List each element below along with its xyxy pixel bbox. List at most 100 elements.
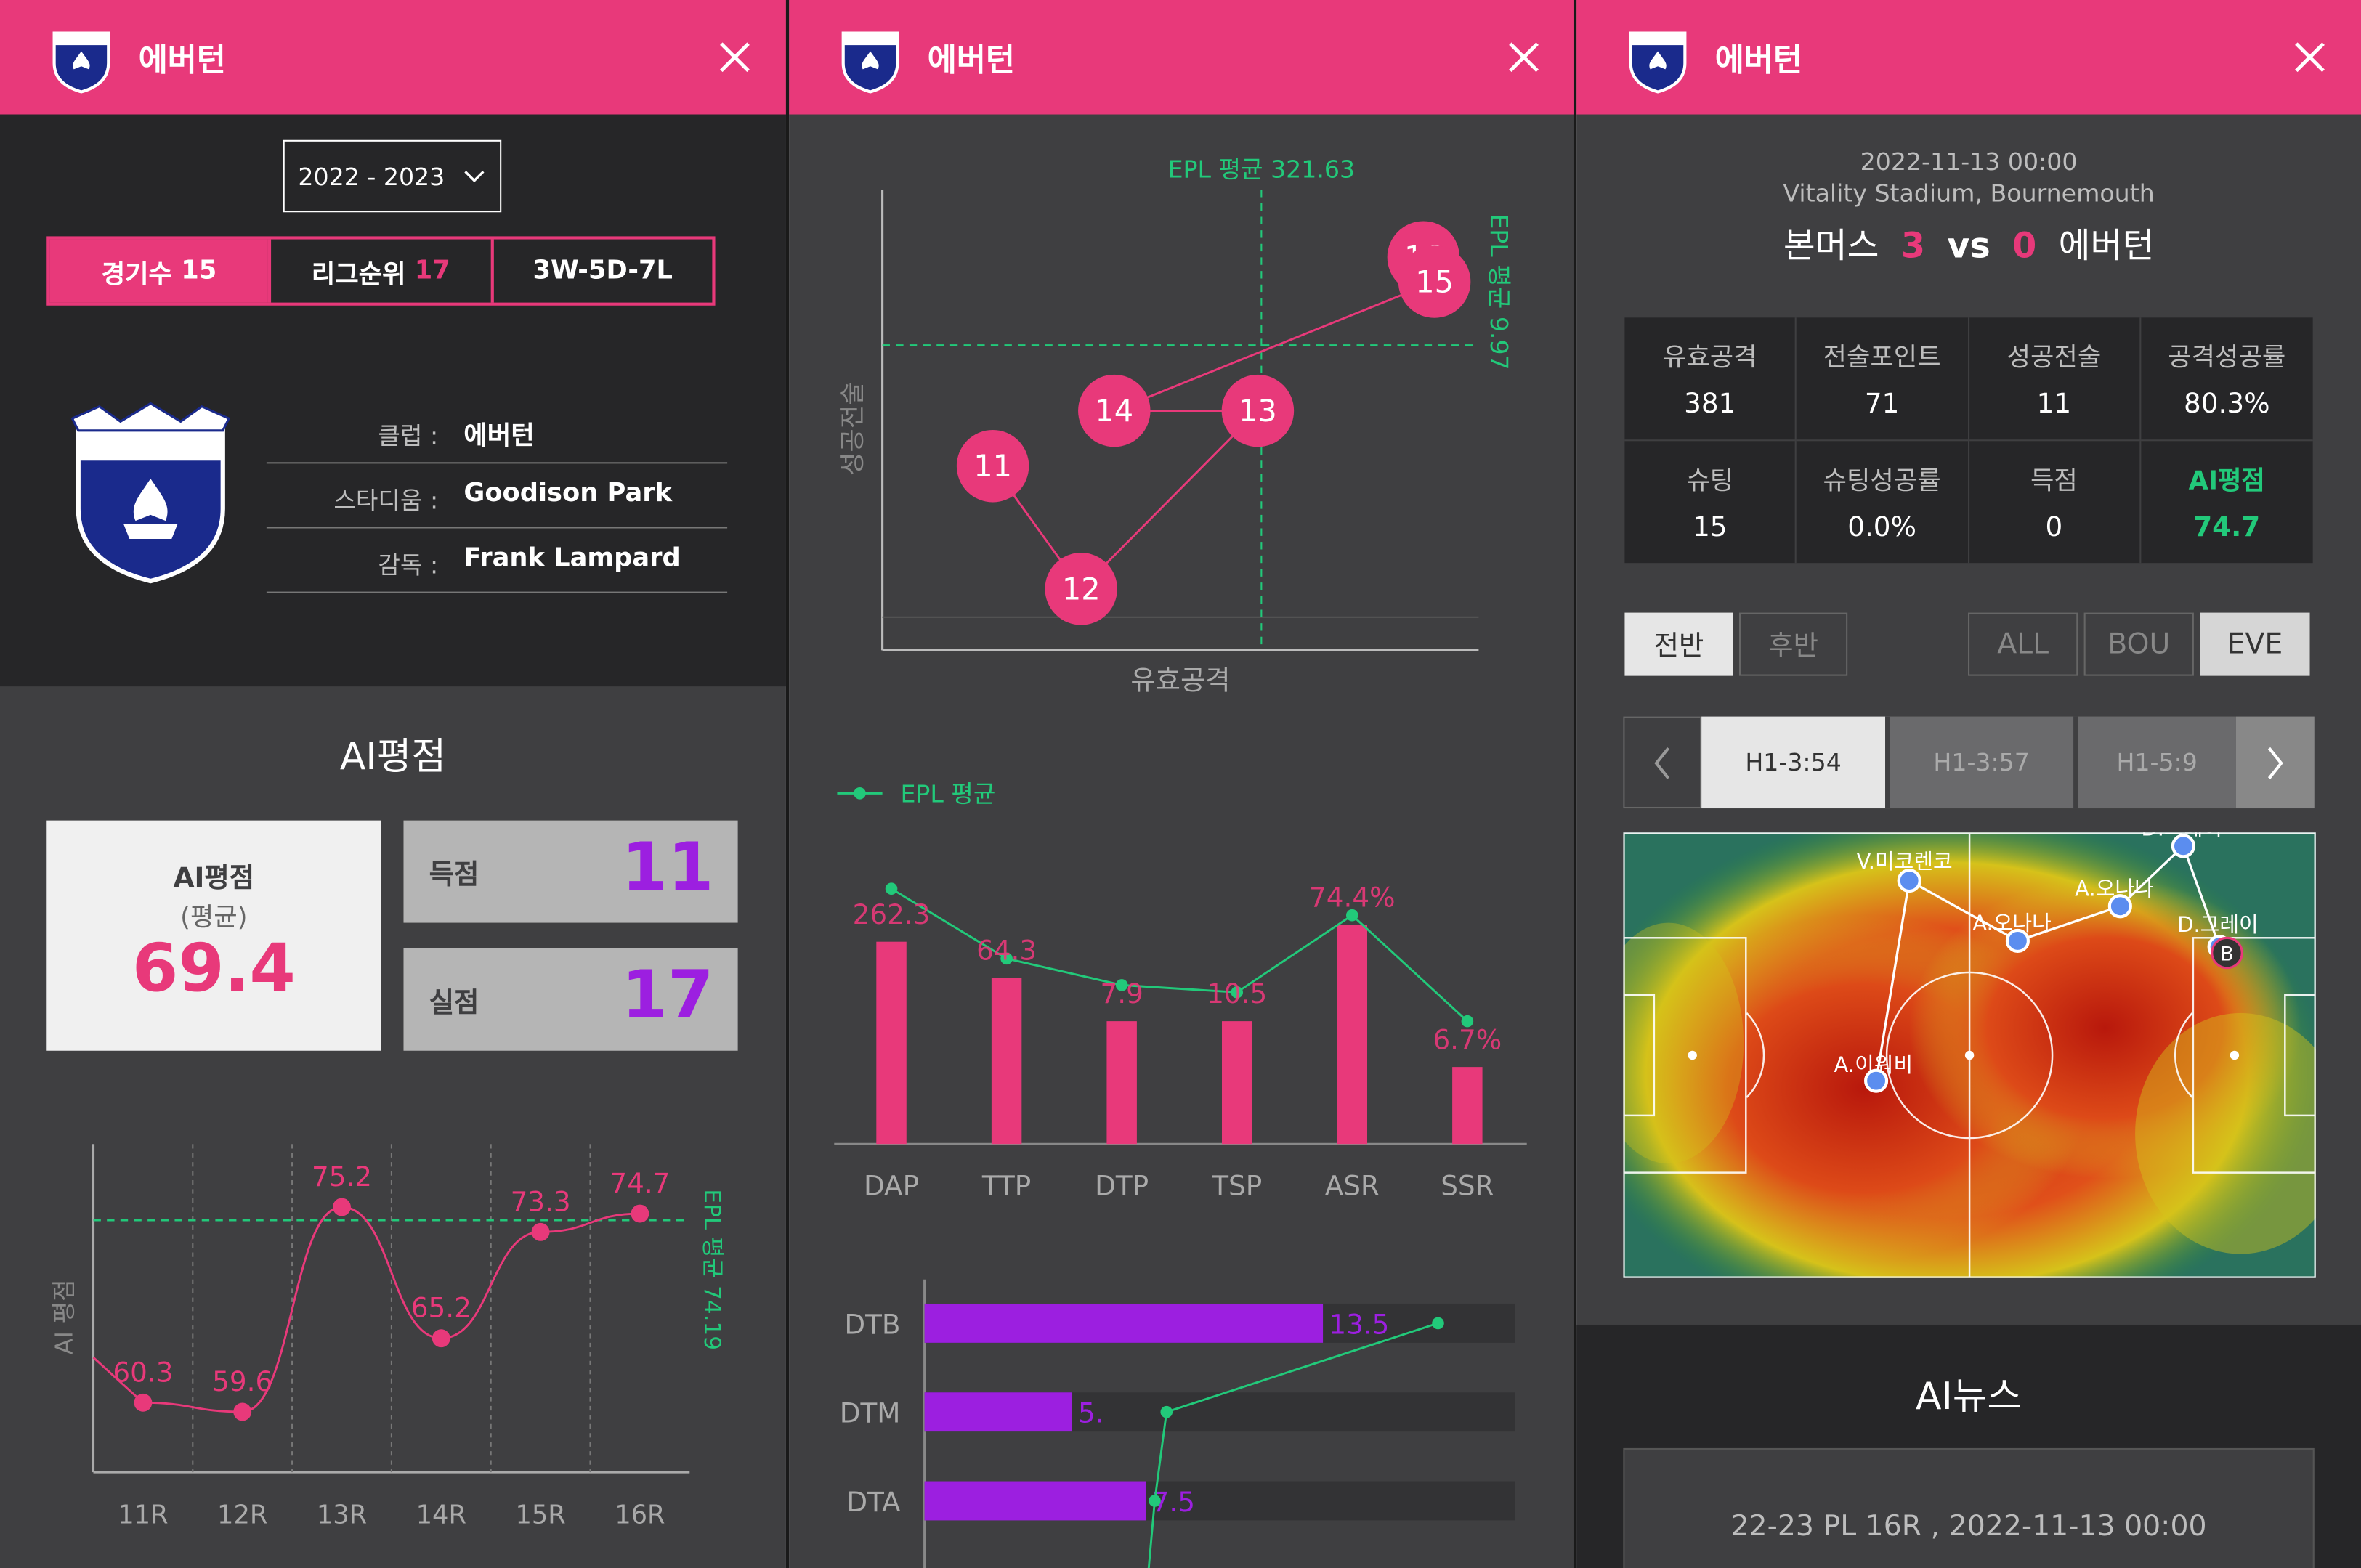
- chevron-right-icon: [2267, 746, 2283, 779]
- stat-value: 15: [1693, 512, 1728, 544]
- tick-label: DTA: [846, 1486, 901, 1518]
- player-name: V.미코렌코: [1857, 849, 1953, 874]
- x-reference-label: EPL 평균 321.63: [1168, 155, 1356, 184]
- data-label: 60.3: [113, 1356, 173, 1388]
- data-point: [333, 1198, 351, 1216]
- goals-card: 득점 11: [403, 820, 738, 923]
- close-icon[interactable]: [2292, 39, 2328, 76]
- home-score: 3: [1900, 227, 1926, 267]
- data-point: [531, 1222, 550, 1241]
- player-markers: V.미코렌코 A.오나나 A.오나나 D.그레이 D.그레이 A.이워비: [1834, 832, 2259, 1093]
- bar: [876, 941, 907, 1145]
- time-tab[interactable]: H1-5:9: [2078, 716, 2236, 809]
- info-row-manager: 감독 : Frank Lampard: [266, 529, 728, 593]
- conceded-value: 17: [621, 957, 714, 1034]
- data-label: 74.7: [610, 1167, 670, 1199]
- tick-label: DTP: [1095, 1170, 1149, 1202]
- home-team: 본머스: [1783, 227, 1879, 267]
- everton-crest-icon: [1629, 31, 1687, 94]
- bar: [1337, 925, 1368, 1145]
- data-label: 12: [1062, 572, 1101, 606]
- tab-games[interactable]: 경기수 15: [49, 239, 269, 303]
- ball-marker[interactable]: [2211, 936, 2243, 970]
- tab-second-half[interactable]: 후반: [1738, 612, 1848, 676]
- chevron-left-icon: [1654, 746, 1670, 779]
- metrics-bar-chart: EPL 평균 DAP TTP DTP TSP ASR SSR 262.3 64.3 7.9 10.5…: [834, 780, 1527, 1202]
- player-name: A.이워비: [1834, 1052, 1913, 1077]
- stat-value: 381: [1684, 389, 1736, 421]
- stat-label: 전술포인트: [1823, 344, 1941, 374]
- epl-average-line: [891, 887, 1468, 1023]
- time-tab[interactable]: H1-3:57: [1890, 716, 2078, 809]
- tick-label: DTB: [844, 1308, 900, 1340]
- tab-all[interactable]: ALL: [1968, 612, 2078, 676]
- stat-value: 74.7: [2193, 512, 2261, 544]
- everton-crest-large-icon: [70, 402, 231, 584]
- tick-label: 16R: [615, 1500, 665, 1530]
- data-label: 6.7%: [1433, 1023, 1502, 1055]
- tab-label: EVE: [2227, 627, 2283, 661]
- data-point: [432, 1329, 450, 1348]
- data-label: 7.9: [1100, 978, 1143, 1010]
- tab-record[interactable]: 3W-5D-7L: [490, 239, 712, 303]
- tab-eve[interactable]: EVE: [2200, 612, 2310, 676]
- tab-rank-label: 리그순위: [311, 259, 406, 290]
- data-point: [956, 429, 1029, 503]
- next-button[interactable]: [2235, 716, 2315, 809]
- news-card[interactable]: 22-23 PL 16R , 2022-11-13 00:00: [1623, 1447, 2315, 1568]
- tab-rank[interactable]: 리그순위 17: [268, 239, 490, 303]
- prev-button[interactable]: [1623, 716, 1702, 809]
- bar: [991, 978, 1022, 1145]
- season-select[interactable]: 2022 - 2023: [283, 139, 502, 213]
- match-summary: 2022-11-13 00:00 Vitality Stadium, Bourn…: [1576, 136, 2361, 268]
- info-row-club: 클럽 : 에버턴: [266, 400, 728, 464]
- time-tab-label: H1-5:9: [2116, 748, 2198, 777]
- stat-cell: 득점 0: [1969, 440, 2141, 564]
- tab-first-half[interactable]: 전반: [1624, 612, 1733, 676]
- player-marker[interactable]: [1897, 868, 1921, 893]
- tab-bou[interactable]: BOU: [2083, 612, 2194, 676]
- pitch-heatmap[interactable]: V.미코렌코 A.오나나 A.오나나 D.그레이 D.그레이 A.이워비 B: [1623, 832, 2316, 1278]
- data-label: 59.6: [212, 1365, 272, 1397]
- goals-value: 11: [621, 829, 714, 906]
- close-icon[interactable]: [717, 39, 753, 76]
- bar: [1106, 1021, 1137, 1145]
- time-tab[interactable]: H1-3:54: [1701, 716, 1890, 809]
- data-label: 75.2: [312, 1161, 372, 1193]
- tick-label: 11R: [118, 1500, 168, 1530]
- stat-label: 득점: [2030, 467, 2078, 497]
- vs-label: vs: [1947, 227, 1991, 267]
- data-label: 262.3: [853, 898, 931, 930]
- tab-record-label: 3W-5D-7L: [532, 256, 673, 286]
- panel-header: 에버턴: [789, 0, 1576, 115]
- close-icon[interactable]: [1506, 39, 1542, 76]
- player-marker[interactable]: [2171, 834, 2195, 858]
- tick-label: ASR: [1325, 1170, 1380, 1202]
- heatmap-blob: [1909, 877, 2301, 1179]
- data-point: [1078, 374, 1151, 447]
- stat-cell: 전술포인트 71: [1797, 317, 1969, 441]
- goals-label: 득점: [429, 859, 479, 892]
- epl-average-point: [1231, 986, 1244, 999]
- panel-divider: [785, 0, 790, 1568]
- team-title: 에버턴: [927, 42, 1015, 78]
- bar: [924, 1303, 1324, 1343]
- data-point: [1045, 553, 1117, 625]
- stat-label: 성공전술: [2006, 344, 2102, 374]
- player-marker[interactable]: [1864, 1068, 1889, 1093]
- player-marker[interactable]: [2005, 928, 2030, 954]
- data-point: [1398, 245, 1471, 318]
- tick-label: DTM: [840, 1397, 901, 1429]
- data-label: 10.5: [1207, 978, 1267, 1010]
- stat-cell: 슈팅 15: [1624, 440, 1797, 564]
- player-marker[interactable]: [2107, 894, 2132, 919]
- pass-path: [2182, 845, 2221, 948]
- data-label: 65.2: [411, 1292, 471, 1324]
- news-item-text: 22-23 PL 16R , 2022-11-13 00:00: [1730, 1509, 2207, 1543]
- stat-value: 11: [2036, 389, 2072, 421]
- data-label: 5.: [1078, 1397, 1104, 1429]
- player-name: A.오나나: [2075, 876, 2154, 901]
